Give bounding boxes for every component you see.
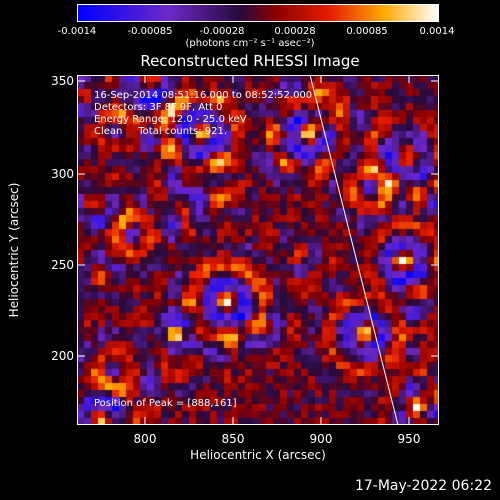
x-tick-label: 900 (309, 432, 333, 446)
y-tick-label: 200 (51, 349, 74, 363)
colorbar-tick: -0.0014 (57, 26, 97, 37)
colorbar-tick: 0.00085 (346, 26, 388, 37)
info-energy: Energy Range: 12.0 - 25.0 keV (94, 114, 247, 125)
y-axis-label: Heliocentric Y (arcsec) (7, 182, 21, 318)
colorbar-tick: -0.00085 (127, 26, 173, 37)
colorbar-gradient (78, 5, 438, 21)
colorbar (77, 4, 439, 22)
info-clean: Clean Total counts: 921. (94, 126, 228, 137)
x-tick-label: 800 (133, 432, 157, 446)
x-tick-label: 850 (221, 432, 245, 446)
x-axis-label: Heliocentric X (arcsec) (190, 448, 326, 462)
colorbar-tick: 0.0014 (419, 26, 455, 37)
timestamp: 17-May-2022 06:22 (354, 478, 492, 494)
x-tick-label: 950 (397, 432, 421, 446)
info-peak: Position of Peak = [888,161] (94, 398, 237, 409)
y-tick-label: 350 (51, 74, 74, 88)
y-tick-label: 300 (51, 167, 74, 181)
colorbar-units: (photons cm⁻² s⁻¹ asec⁻²) (185, 38, 315, 49)
colorbar-tick: -0.00028 (199, 26, 245, 37)
y-tick-label: 250 (51, 258, 74, 272)
info-detectors: Detectors: 3F 8F 9F, Att 0 (94, 102, 223, 113)
info-time: 16-Sep-2014 08:51:16.000 to 08:52:52.000 (94, 90, 313, 101)
plot-title: Reconstructed RHESSI Image (140, 52, 360, 70)
colorbar-tick: 0.00028 (274, 26, 316, 37)
